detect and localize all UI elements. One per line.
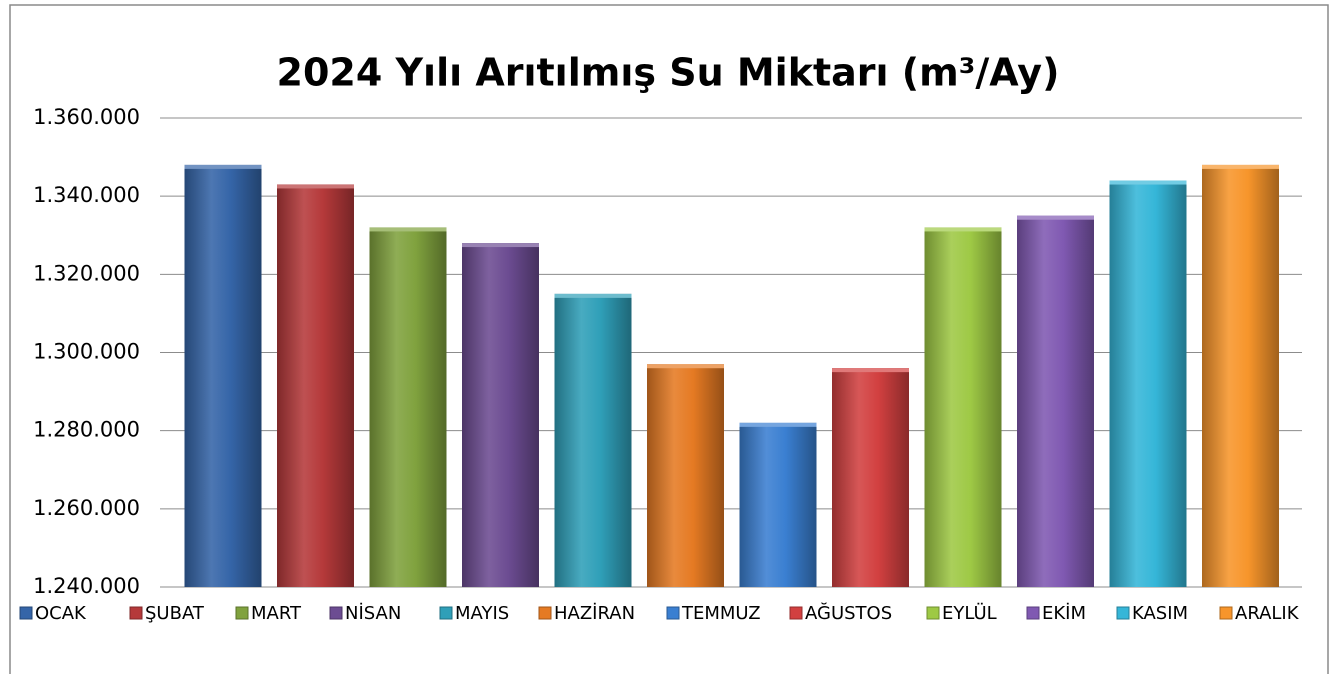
legend-swatch	[129, 606, 143, 620]
legend-label: NİSAN	[345, 603, 401, 624]
legend-swatch	[1219, 606, 1233, 620]
bar	[369, 227, 447, 587]
legend-swatch	[1026, 606, 1040, 620]
legend-swatch	[926, 606, 940, 620]
legend-label: ŞUBAT	[145, 603, 205, 624]
bar-top	[554, 293, 632, 298]
legend-swatch	[666, 606, 680, 620]
legend-label: EYLÜL	[942, 602, 997, 624]
legend-swatch	[1116, 606, 1130, 620]
legend-swatch	[538, 606, 552, 620]
bar	[739, 422, 817, 587]
bar	[184, 164, 262, 587]
legend-label: MART	[251, 603, 302, 624]
chart-frame	[9, 4, 1329, 674]
legend-swatch	[329, 606, 343, 620]
legend-label: KASIM	[1132, 603, 1188, 624]
bar-top	[832, 368, 909, 373]
legend-label: MAYIS	[455, 603, 509, 624]
legend-swatch	[235, 606, 249, 620]
legend-label: TEMMUZ	[681, 603, 761, 624]
bar-top	[1109, 180, 1187, 185]
bar	[924, 227, 1002, 587]
bar-top	[647, 364, 724, 369]
y-tick-label: 1.340.000	[33, 183, 140, 207]
bar	[1202, 164, 1279, 587]
bar-top	[184, 164, 262, 169]
bar	[462, 243, 539, 588]
y-tick-label: 1.260.000	[33, 496, 140, 520]
y-tick-label: 1.280.000	[33, 418, 140, 442]
bar	[277, 184, 354, 588]
y-tick-label: 1.320.000	[33, 261, 140, 285]
legend-label: ARALIK	[1235, 603, 1300, 624]
y-tick-label: 1.360.000	[33, 105, 140, 129]
bar-top	[1017, 215, 1094, 220]
bar	[554, 293, 632, 587]
chart-title: 2024 Yılı Arıtılmış Su Miktarı (m³/Ay)	[277, 51, 1060, 95]
legend-label: OCAK	[35, 603, 87, 624]
bar-top	[739, 422, 817, 427]
bar	[647, 364, 724, 587]
legend-swatch	[19, 606, 33, 620]
bar	[1109, 180, 1187, 588]
bar-top	[462, 243, 539, 248]
legend-label: AĞUSTOS	[805, 602, 892, 624]
bar-top	[277, 184, 354, 189]
legend-swatch	[789, 606, 803, 620]
bar-top	[369, 227, 447, 232]
legend-label: EKİM	[1042, 603, 1086, 624]
bar	[832, 368, 909, 587]
bar	[1017, 215, 1094, 588]
bar-top	[924, 227, 1002, 232]
y-tick-label: 1.240.000	[33, 574, 140, 598]
legend-label: HAZİRAN	[554, 603, 635, 624]
legend-swatch	[439, 606, 453, 620]
bar-top	[1202, 164, 1279, 169]
y-tick-label: 1.300.000	[33, 340, 140, 364]
